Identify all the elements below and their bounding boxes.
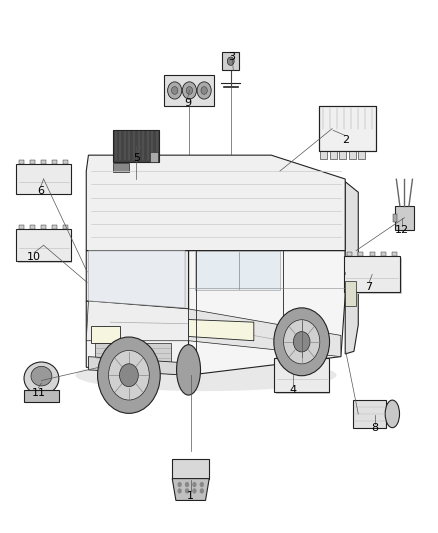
- Bar: [345, 258, 402, 294]
- Circle shape: [197, 82, 211, 99]
- Polygon shape: [86, 251, 188, 309]
- Bar: [41, 225, 46, 229]
- Circle shape: [227, 57, 234, 66]
- Bar: [52, 225, 57, 229]
- Bar: [16, 229, 71, 261]
- Text: 11: 11: [32, 387, 46, 398]
- Bar: [347, 252, 352, 256]
- Bar: [370, 252, 375, 256]
- Text: 2: 2: [342, 135, 349, 146]
- Text: 12: 12: [395, 225, 409, 236]
- Circle shape: [182, 82, 197, 99]
- Circle shape: [98, 337, 160, 414]
- Bar: [319, 106, 376, 151]
- Circle shape: [168, 82, 182, 99]
- Circle shape: [177, 482, 182, 487]
- Polygon shape: [345, 182, 358, 354]
- Text: 5: 5: [133, 153, 140, 163]
- Polygon shape: [188, 319, 254, 341]
- Polygon shape: [188, 251, 345, 375]
- Polygon shape: [172, 479, 209, 500]
- Text: 1: 1: [187, 490, 194, 500]
- Polygon shape: [95, 343, 171, 362]
- Bar: [392, 252, 397, 256]
- Bar: [63, 160, 68, 165]
- Polygon shape: [188, 309, 341, 357]
- Bar: [321, 354, 326, 358]
- Bar: [339, 151, 346, 159]
- Bar: [63, 225, 68, 229]
- FancyBboxPatch shape: [319, 106, 376, 151]
- Text: 9: 9: [184, 98, 191, 108]
- Bar: [24, 390, 59, 402]
- Bar: [19, 225, 25, 229]
- Ellipse shape: [75, 359, 336, 391]
- Circle shape: [192, 488, 197, 494]
- Bar: [18, 166, 72, 195]
- Circle shape: [177, 488, 182, 494]
- Text: 8: 8: [371, 423, 378, 433]
- Polygon shape: [86, 301, 188, 375]
- Bar: [345, 281, 356, 306]
- Circle shape: [283, 320, 320, 364]
- Circle shape: [172, 86, 178, 94]
- Text: 4: 4: [290, 384, 297, 394]
- Bar: [30, 160, 35, 165]
- Ellipse shape: [24, 362, 59, 394]
- Polygon shape: [86, 155, 345, 251]
- Ellipse shape: [177, 345, 201, 395]
- Bar: [358, 151, 365, 159]
- Bar: [91, 326, 120, 343]
- Bar: [30, 225, 35, 229]
- Bar: [172, 459, 209, 479]
- Circle shape: [200, 482, 204, 487]
- Bar: [310, 354, 315, 358]
- Bar: [223, 52, 239, 70]
- Bar: [330, 151, 337, 159]
- Bar: [358, 252, 364, 256]
- Text: 7: 7: [366, 281, 373, 292]
- Text: 6: 6: [37, 186, 44, 196]
- Bar: [353, 400, 386, 427]
- Bar: [288, 354, 293, 358]
- Bar: [16, 165, 71, 193]
- Circle shape: [186, 86, 193, 94]
- Circle shape: [128, 346, 138, 359]
- Bar: [276, 360, 330, 394]
- Circle shape: [293, 332, 310, 352]
- Polygon shape: [86, 301, 188, 341]
- Circle shape: [192, 482, 197, 487]
- Bar: [164, 75, 215, 106]
- Circle shape: [185, 488, 189, 494]
- Circle shape: [274, 308, 329, 376]
- Bar: [19, 160, 25, 165]
- Bar: [150, 152, 158, 161]
- Polygon shape: [88, 357, 188, 375]
- Bar: [113, 130, 159, 161]
- Polygon shape: [88, 251, 185, 308]
- Circle shape: [200, 488, 204, 494]
- Bar: [113, 163, 130, 172]
- Bar: [18, 231, 72, 263]
- Bar: [395, 206, 413, 230]
- Text: 10: 10: [27, 252, 41, 262]
- Bar: [41, 160, 46, 165]
- Bar: [381, 252, 386, 256]
- Bar: [52, 160, 57, 165]
- Bar: [275, 358, 329, 392]
- Polygon shape: [195, 251, 280, 290]
- Circle shape: [109, 350, 149, 400]
- Text: 3: 3: [229, 52, 236, 62]
- Bar: [277, 354, 283, 358]
- Bar: [349, 151, 356, 159]
- Circle shape: [201, 86, 207, 94]
- Ellipse shape: [31, 366, 52, 386]
- Bar: [344, 256, 400, 293]
- Bar: [321, 151, 327, 159]
- Ellipse shape: [385, 400, 399, 427]
- Bar: [299, 354, 304, 358]
- Circle shape: [185, 482, 189, 487]
- Circle shape: [120, 364, 138, 386]
- Bar: [393, 214, 396, 222]
